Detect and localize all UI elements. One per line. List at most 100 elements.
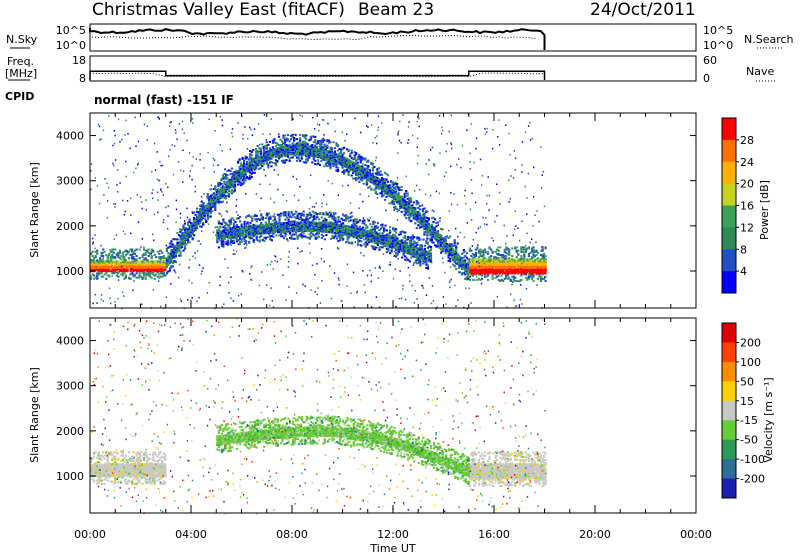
- heatmap-cell: [334, 217, 336, 219]
- heatmap-cell: [320, 143, 322, 145]
- heatmap-cell: [364, 164, 366, 166]
- heatmap-cell: [161, 252, 163, 254]
- heatmap-cell: [385, 196, 387, 198]
- heatmap-cell: [123, 256, 125, 258]
- heatmap-cell: [268, 213, 270, 215]
- heatmap-cell: [307, 143, 309, 145]
- heatmap-cell: [136, 255, 138, 257]
- heatmap-cell: [265, 237, 267, 239]
- heatmap-cell: [331, 229, 333, 231]
- heatmap-cell: [364, 158, 366, 160]
- heatmap-cell: [334, 213, 336, 215]
- heatmap-cell: [278, 218, 280, 220]
- heatmap-cell: [169, 270, 171, 272]
- heatmap-cell: [111, 254, 113, 256]
- heatmap-cell: [537, 278, 539, 280]
- heatmap-cell: [256, 220, 258, 222]
- heatmap-cell: [296, 138, 298, 140]
- heatmap-cell: [193, 234, 195, 236]
- heatmap-cell: [176, 238, 178, 240]
- heatmap-cell: [470, 250, 472, 252]
- heatmap-cell: [189, 219, 191, 221]
- heatmap-cell: [410, 198, 412, 200]
- heatmap-cell: [105, 272, 107, 274]
- heatmap-cell: [102, 249, 104, 251]
- heatmap-cell: [401, 186, 403, 188]
- heatmap-cell: [532, 275, 534, 277]
- heatmap-cell: [349, 155, 351, 157]
- heatmap-cell: [378, 167, 380, 169]
- heatmap-cell: [226, 177, 228, 179]
- heatmap-cell: [435, 225, 437, 227]
- heatmap-cell: [254, 172, 256, 174]
- heatmap-cell: [139, 257, 141, 259]
- heatmap-cell: [267, 144, 269, 146]
- heatmap-cell: [111, 265, 113, 267]
- noise-panel: N.Sky N.Search 10^5 10^0 10^5 10^0: [6, 24, 794, 52]
- heatmap-cell: [316, 146, 318, 148]
- heatmap-cell: [337, 144, 339, 146]
- heatmap-cell: [284, 219, 286, 221]
- heatmap-cell: [311, 144, 313, 146]
- heatmap-cell: [281, 140, 283, 142]
- heatmap-cell: [271, 239, 273, 241]
- heatmap-cell: [123, 272, 125, 274]
- heatmap-cell: [205, 220, 207, 222]
- heatmap-cell: [148, 249, 150, 251]
- heatmap-cell: [260, 153, 262, 155]
- heatmap-cell: [214, 206, 216, 208]
- heatmap-cell: [331, 147, 333, 149]
- heatmap-cell: [275, 235, 277, 237]
- heatmap-cell: [516, 246, 518, 248]
- heatmap-cell: [117, 254, 119, 256]
- heatmap-cell: [337, 169, 339, 171]
- heatmap-cell: [257, 153, 259, 155]
- heatmap-cell: [499, 246, 501, 248]
- heatmap-cell: [467, 264, 469, 266]
- heatmap-cell: [361, 165, 363, 167]
- heatmap-cell: [384, 199, 386, 201]
- heatmap-cell: [239, 220, 241, 222]
- heatmap-cell: [272, 236, 274, 238]
- heatmap-cell: [222, 240, 224, 242]
- heatmap-cell: [520, 255, 522, 257]
- heatmap-cell: [189, 241, 191, 243]
- heatmap-cell: [322, 235, 324, 237]
- heatmap-cell: [294, 213, 296, 215]
- heatmap-cell: [236, 224, 238, 226]
- heatmap-cell: [233, 242, 235, 244]
- heatmap-cell: [119, 252, 121, 254]
- heatmap-cell: [195, 214, 197, 216]
- heatmap-cell: [528, 255, 530, 257]
- heatmap-cell: [545, 280, 547, 282]
- heatmap-cell: [231, 168, 233, 170]
- heatmap-cell: [114, 256, 116, 258]
- heatmap-cell: [273, 138, 275, 140]
- heatmap-cell: [416, 227, 418, 229]
- heatmap-cell: [99, 257, 101, 259]
- heatmap-cell: [286, 217, 288, 219]
- heatmap-cell: [259, 239, 261, 241]
- heatmap-cell: [498, 275, 500, 277]
- heatmap-cell: [440, 234, 442, 236]
- heatmap-cell: [334, 235, 336, 237]
- heatmap-cell: [516, 280, 518, 282]
- heatmap-cell: [225, 227, 227, 229]
- heatmap-cell: [535, 254, 537, 256]
- heatmap-cell: [543, 253, 545, 255]
- heatmap-cell: [303, 232, 305, 234]
- heatmap-cell: [464, 259, 466, 261]
- heatmap-cell: [260, 148, 262, 150]
- heatmap-cell: [172, 265, 174, 267]
- heatmap-cell: [292, 157, 294, 159]
- noise-search-trace: [90, 35, 537, 39]
- heatmap-cell: [487, 253, 489, 255]
- heatmap-cell: [155, 273, 157, 275]
- heatmap-cell: [348, 174, 350, 176]
- heatmap-cell: [284, 233, 286, 235]
- heatmap-cell: [221, 223, 223, 225]
- heatmap-cell: [319, 164, 321, 166]
- heatmap-cell: [372, 173, 374, 175]
- heatmap-cell: [426, 238, 428, 240]
- heatmap-cell: [274, 216, 276, 218]
